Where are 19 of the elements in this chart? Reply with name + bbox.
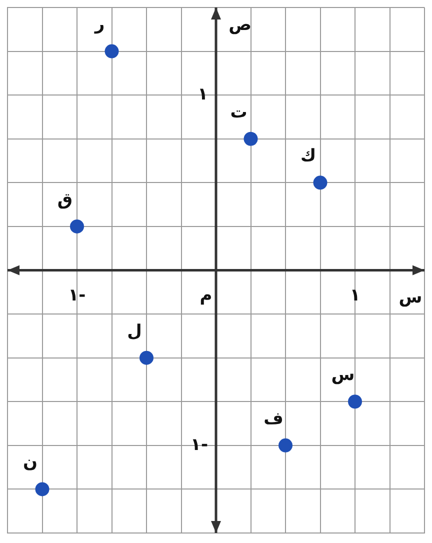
point <box>140 350 154 365</box>
annotation: ر <box>94 14 105 35</box>
annotation: ك <box>300 146 316 166</box>
point <box>313 176 328 190</box>
point <box>348 394 362 409</box>
x-axis-title: س <box>398 288 422 308</box>
annotation: ت <box>230 102 248 122</box>
point <box>104 44 119 58</box>
annotation: ق <box>57 190 73 210</box>
annotation: ن <box>22 452 38 473</box>
annotation: ف <box>264 408 284 429</box>
y-axis-title: ص <box>228 14 252 35</box>
annotation: ل <box>127 321 142 342</box>
point <box>35 482 50 496</box>
point <box>70 219 84 234</box>
point <box>244 132 258 146</box>
point <box>278 438 292 452</box>
annotation: م <box>200 286 212 306</box>
annotation: س <box>331 365 355 386</box>
